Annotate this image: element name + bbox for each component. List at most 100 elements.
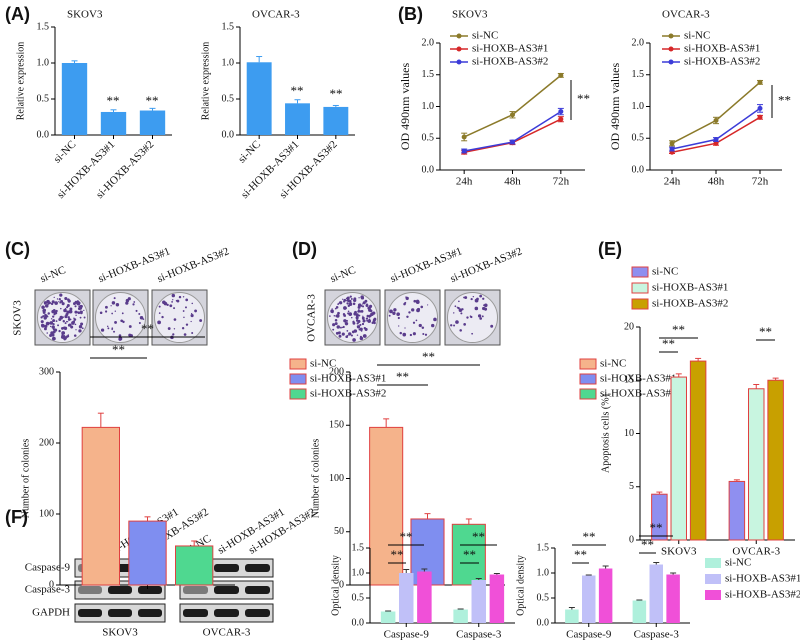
bar xyxy=(380,611,396,623)
colony xyxy=(61,318,63,320)
colony xyxy=(427,304,429,306)
colony xyxy=(337,303,339,306)
colony xyxy=(396,314,398,316)
x-tick-label: 24h xyxy=(456,176,473,188)
colony xyxy=(490,324,494,328)
colony xyxy=(191,332,194,335)
bar xyxy=(323,106,349,135)
y-tick-label: 15 xyxy=(624,375,634,386)
colony xyxy=(182,310,185,312)
colony xyxy=(408,311,411,314)
y-tick-label: 0.0 xyxy=(222,129,235,140)
colony xyxy=(392,311,396,315)
y-tick-label: 0.0 xyxy=(537,617,550,628)
colony xyxy=(79,311,83,315)
colony xyxy=(368,308,372,312)
legend-marker xyxy=(668,33,674,39)
colony xyxy=(339,326,342,329)
x-tick-label: 24h xyxy=(664,176,681,188)
legend-marker xyxy=(668,46,674,52)
colony xyxy=(341,326,344,329)
colony xyxy=(169,304,173,308)
point xyxy=(669,146,675,152)
panel-label: (A) xyxy=(5,4,30,24)
colony xyxy=(106,325,109,328)
x-tick-label: SKOV3 xyxy=(661,546,697,558)
blot-row-label: Caspase-9 xyxy=(25,562,71,574)
legend-label: si-HOXB-AS3#2 xyxy=(310,388,386,400)
colony xyxy=(350,334,353,337)
point xyxy=(713,140,719,146)
colony xyxy=(67,311,70,314)
point xyxy=(558,116,564,122)
colony xyxy=(471,332,474,335)
colony xyxy=(464,296,468,300)
point xyxy=(713,117,719,123)
colony xyxy=(349,295,352,298)
colony xyxy=(337,311,340,315)
colony xyxy=(190,320,192,323)
colony xyxy=(47,301,50,304)
colony xyxy=(483,303,488,308)
colony xyxy=(365,304,369,307)
colony xyxy=(114,320,117,324)
bar xyxy=(285,103,310,135)
blot-band xyxy=(245,564,270,572)
legend-label: si-NC xyxy=(684,30,710,42)
colony xyxy=(74,323,77,326)
colony xyxy=(415,299,420,304)
legend-marker xyxy=(668,59,674,65)
panel-label: (C) xyxy=(5,239,30,259)
point xyxy=(713,137,719,143)
bar xyxy=(175,545,214,586)
colony xyxy=(431,323,435,328)
y-tick-label: 1.5 xyxy=(222,21,235,32)
legend-swatch xyxy=(631,282,649,294)
colony xyxy=(409,333,413,337)
significance: ** xyxy=(107,93,120,108)
legend-swatch xyxy=(705,590,721,600)
colony xyxy=(359,323,362,326)
colony xyxy=(334,319,338,322)
legend-label: si-HOXB-AS3#1 xyxy=(310,373,386,385)
y-tick-label: 1.5 xyxy=(422,69,435,80)
colony xyxy=(115,303,120,307)
colony xyxy=(61,331,66,335)
y-tick-label: 0 xyxy=(49,579,54,590)
y-tick-label: 1.0 xyxy=(222,57,235,68)
colony xyxy=(52,319,56,323)
legend-swatch xyxy=(705,558,721,568)
colony xyxy=(362,320,366,323)
significance: ** xyxy=(662,336,675,351)
colony xyxy=(74,305,77,308)
bar xyxy=(689,360,707,541)
colony xyxy=(190,314,194,318)
colony xyxy=(366,314,370,318)
colony-plate xyxy=(387,292,438,343)
colony xyxy=(161,315,164,319)
colony xyxy=(51,325,55,329)
colony xyxy=(80,322,84,326)
colony xyxy=(183,316,185,319)
colony xyxy=(122,320,125,324)
colony xyxy=(185,298,189,302)
y-tick-label: 1.0 xyxy=(422,101,435,112)
legend-swatch xyxy=(631,266,649,278)
colony xyxy=(158,305,161,308)
colony xyxy=(63,308,67,313)
colony xyxy=(332,323,336,327)
colony xyxy=(413,299,417,303)
colony xyxy=(346,302,349,305)
colony xyxy=(433,317,437,322)
colony xyxy=(111,312,114,315)
colony xyxy=(111,327,114,330)
point xyxy=(669,140,675,146)
colony xyxy=(81,327,84,330)
legend-marker xyxy=(456,46,462,52)
colony xyxy=(49,334,53,338)
significance: ** xyxy=(672,322,685,337)
colony xyxy=(44,324,48,328)
colony xyxy=(336,325,341,329)
colony xyxy=(118,334,122,337)
colony xyxy=(58,329,61,333)
